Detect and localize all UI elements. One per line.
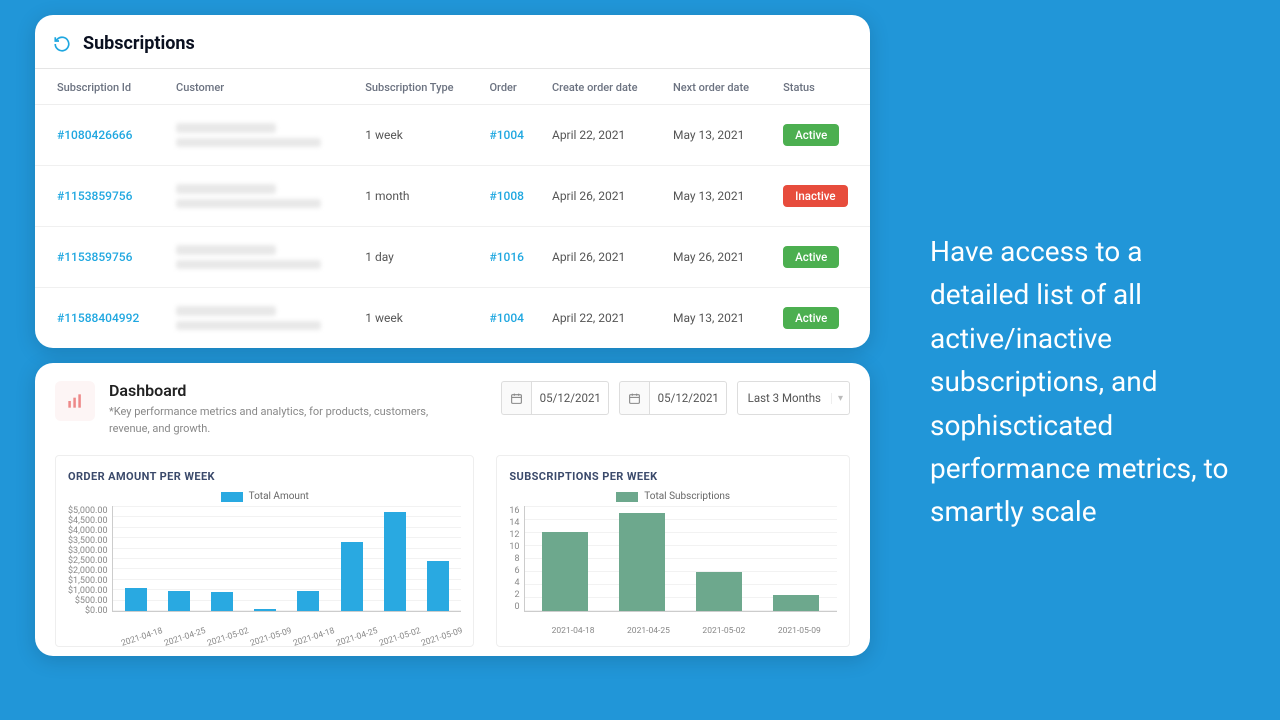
cell-next: May 13, 2021	[663, 166, 773, 227]
chart1-title: ORDER AMOUNT PER WEEK	[68, 470, 461, 483]
col-type: Subscription Type	[355, 69, 479, 105]
subscriptions-table: Subscription Id Customer Subscription Ty…	[35, 69, 870, 348]
order-link[interactable]: #1008	[489, 189, 524, 203]
chart-bar	[211, 592, 233, 611]
subscription-id-link[interactable]: #11588404992	[57, 311, 139, 325]
date-to-input[interactable]: 05/12/2021	[649, 381, 727, 415]
range-select[interactable]: Last 3 Months ▾	[737, 381, 850, 415]
customer-cell	[176, 306, 345, 330]
chart-bar	[297, 591, 319, 611]
subscription-id-link[interactable]: #1153859756	[57, 250, 132, 264]
chart2-legend-swatch	[616, 492, 638, 502]
calendar-icon	[619, 381, 649, 415]
date-to-group[interactable]: 05/12/2021	[619, 381, 727, 415]
dashboard-icon	[55, 381, 95, 421]
table-row: #1153859756 1 month #1008 April 26, 2021May…	[35, 166, 870, 227]
status-badge: Active	[783, 307, 839, 329]
cell-type: 1 week	[355, 105, 479, 166]
cell-type: 1 month	[355, 166, 479, 227]
chart-bar	[168, 591, 190, 611]
chart2-x-axis: 2021-04-182021-04-252021-05-022021-05-09	[535, 626, 837, 636]
customer-cell	[176, 123, 345, 147]
col-next: Next order date	[663, 69, 773, 105]
dashboard-controls: 05/12/2021 05/12/2021 Last 3 Months ▾	[501, 381, 850, 415]
table-row: #1080426666 1 week #1004 April 22, 2021May …	[35, 105, 870, 166]
chart-bar	[254, 609, 276, 611]
chart-bar	[619, 513, 665, 611]
cell-type: 1 week	[355, 288, 479, 349]
marketing-panel: Have access to a detailed list of all ac…	[870, 0, 1280, 720]
status-badge: Inactive	[783, 185, 847, 207]
calendar-icon	[501, 381, 531, 415]
cell-create: April 26, 2021	[542, 227, 663, 288]
table-row: #1153859756 1 day #1016 April 26, 2021May 2…	[35, 227, 870, 288]
col-order: Order	[479, 69, 542, 105]
order-link[interactable]: #1004	[489, 311, 524, 325]
chart-bar	[696, 572, 742, 611]
cell-type: 1 day	[355, 227, 479, 288]
chart2-y-axis: 1614121086420	[509, 506, 523, 626]
chart-bar	[384, 512, 406, 611]
marketing-text: Have access to a detailed list of all ac…	[930, 230, 1240, 534]
chart-bar	[542, 532, 588, 611]
chart2-legend: Total Subscriptions	[509, 491, 837, 502]
chart2-title: SUBSCRIPTIONS PER WEEK	[509, 470, 837, 483]
cell-next: May 13, 2021	[663, 288, 773, 349]
cell-next: May 26, 2021	[663, 227, 773, 288]
subscription-id-link[interactable]: #1080426666	[57, 128, 132, 142]
order-link[interactable]: #1004	[489, 128, 524, 142]
status-badge: Active	[783, 246, 839, 268]
chart-bar	[427, 561, 449, 611]
chart2-legend-label: Total Subscriptions	[644, 491, 730, 502]
table-row: #11588404992 1 week #1004 April 22, 2021May…	[35, 288, 870, 349]
date-from-input[interactable]: 05/12/2021	[531, 381, 609, 415]
range-label: Last 3 Months	[748, 391, 821, 405]
col-customer: Customer	[166, 69, 355, 105]
subscriptions-title: Subscriptions	[83, 33, 195, 54]
chart1-legend-swatch	[221, 492, 243, 502]
subscription-id-link[interactable]: #1153859756	[57, 189, 132, 203]
customer-cell	[176, 245, 345, 269]
dashboard-description: *Key performance metrics and analytics, …	[109, 404, 469, 437]
order-amount-chart: ORDER AMOUNT PER WEEK Total Amount $5,00…	[55, 455, 474, 647]
chart2-plot	[524, 506, 838, 612]
chart1-legend-label: Total Amount	[249, 491, 309, 502]
subscriptions-card: Subscriptions Subscription Id Customer S…	[35, 15, 870, 348]
dashboard-title: Dashboard	[109, 381, 469, 400]
bar-chart-icon	[65, 391, 85, 411]
col-status: Status	[773, 69, 870, 105]
subscriptions-header: Subscriptions	[35, 33, 870, 69]
cell-next: May 13, 2021	[663, 105, 773, 166]
chart1-x-axis: 2021-04-182021-04-252021-05-022021-05-09…	[118, 626, 461, 636]
cell-create: April 22, 2021	[542, 105, 663, 166]
chart-bar	[125, 588, 147, 611]
date-from-group[interactable]: 05/12/2021	[501, 381, 609, 415]
dashboard-card: Dashboard *Key performance metrics and a…	[35, 363, 870, 656]
cell-create: April 26, 2021	[542, 166, 663, 227]
chart1-legend: Total Amount	[68, 491, 461, 502]
subscriptions-chart: SUBSCRIPTIONS PER WEEK Total Subscriptio…	[496, 455, 850, 647]
chart-bar	[773, 595, 819, 611]
col-create: Create order date	[542, 69, 663, 105]
status-badge: Active	[783, 124, 839, 146]
order-link[interactable]: #1016	[489, 250, 524, 264]
col-id: Subscription Id	[35, 69, 166, 105]
chart-bar	[341, 542, 363, 611]
chart1-plot	[112, 506, 462, 612]
chart1-y-axis: $5,000.00$4,500.00$4,000.00$3,500.00$3,0…	[68, 506, 112, 626]
chevron-down-icon: ▾	[831, 393, 843, 404]
refresh-icon[interactable]	[53, 35, 71, 53]
cell-create: April 22, 2021	[542, 288, 663, 349]
customer-cell	[176, 184, 345, 208]
